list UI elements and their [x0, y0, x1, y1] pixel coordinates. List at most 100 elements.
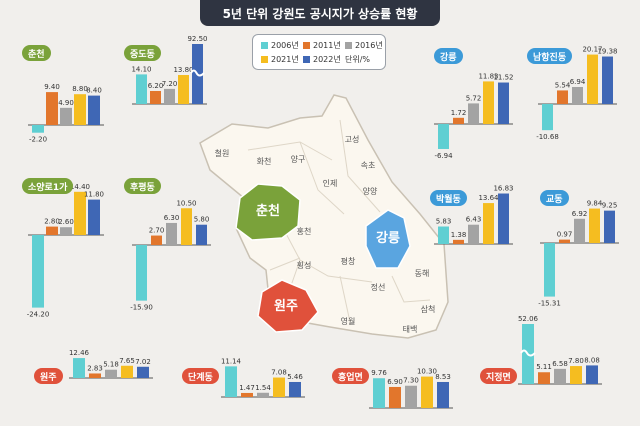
map-label-sokcho: 속초: [361, 161, 376, 170]
data-label-dangye-dong-4: 7.08: [271, 369, 287, 377]
data-label-hupyeong-dong-2: 2.70: [149, 227, 165, 235]
data-label-heungeop-myeon-2: 6.90: [387, 378, 403, 386]
bar-jijeong-myeon-2: [538, 372, 550, 384]
bar-gyo-dong-4: [589, 208, 600, 243]
badge-namhangjin-dong: 남항진동: [527, 48, 573, 64]
bar-hupyeong-dong-5: [196, 224, 207, 245]
data-label-gangneung-4: 11.83: [478, 72, 498, 80]
chart-jungdo-dong: 14.10 6.207.20 13.80 92.50: [131, 35, 208, 105]
bar-wonju-1: [73, 358, 85, 378]
data-label-namhangjin-dong-2: 5.54: [555, 81, 571, 89]
data-label-bakwol-dong-1: 5.83: [436, 218, 452, 226]
data-label-dangye-dong-5: 5.46: [287, 373, 303, 381]
badge-heungeop-myeon: 흥업면: [332, 368, 369, 384]
bar-soyang-ro-1ga-1: [32, 235, 44, 308]
bar-namhangjin-dong-5: [602, 56, 613, 104]
axis-break-mark: [190, 69, 205, 77]
bar-gyo-dong-2: [559, 239, 570, 243]
legend-2022: 2022년: [303, 54, 341, 65]
bar-wonju-5: [137, 366, 149, 378]
badge-gyo-dong: 교동: [540, 190, 569, 206]
map-label-pyeongchang: 평창: [341, 256, 356, 266]
map-region-chuncheon: [235, 183, 301, 241]
data-label-gangneung-3: 5.72: [466, 94, 482, 102]
data-label-wonju-5: 7.02: [135, 358, 151, 366]
data-label-jijeong-myeon-3: 6.58: [552, 360, 568, 368]
legend-2006: 2006년: [261, 40, 299, 51]
data-label-soyang-ro-1ga-4: 14.40: [70, 183, 90, 191]
bar-heungeop-myeon-4: [421, 376, 433, 408]
bar-hupyeong-dong-2: [151, 235, 162, 245]
chart-chuncheon: -2.20 9.40 4.90 8.808.40: [28, 83, 104, 144]
badge-jungdo-dong: 중도동: [124, 45, 161, 61]
bar-jungdo-dong-2: [150, 90, 161, 104]
data-label-dangye-dong-2: 1.47: [239, 384, 255, 392]
bar-dangye-dong-1: [225, 366, 237, 397]
data-label-gyo-dong-1: -15.31: [538, 300, 561, 308]
bar-namhangjin-dong-1: [542, 104, 553, 131]
bar-hupyeong-dong-1: [136, 245, 147, 301]
badge-jijeong-myeon: 지정면: [480, 368, 517, 384]
bar-heungeop-myeon-2: [389, 386, 401, 408]
bar-jungdo-dong-1: [136, 74, 147, 104]
bar-wonju-4: [121, 365, 133, 378]
map-label-yangyang: 양양: [363, 187, 378, 196]
data-label-chuncheon-1: -2.20: [29, 136, 47, 144]
bar-gangneung-5: [498, 82, 509, 124]
map-label-donghae: 동해: [415, 268, 430, 278]
data-label-jungdo-dong-4: 13.80: [173, 66, 193, 74]
data-label-soyang-ro-1ga-1: -24.20: [27, 311, 50, 319]
chart-wonju: 12.46 2.83 5.18 7.65 7.02: [69, 349, 153, 379]
data-label-dangye-dong-1: 11.14: [221, 357, 242, 365]
data-label-wonju-3: 5.18: [103, 361, 119, 369]
chart-dangye-dong: 11.14 1.47 1.547.085.46: [221, 357, 305, 398]
bar-namhangjin-dong-3: [572, 86, 583, 104]
legend-2016: 2016년: [345, 40, 383, 51]
bar-soyang-ro-1ga-3: [60, 227, 72, 235]
data-label-heungeop-myeon-5: 8.53: [435, 373, 451, 381]
legend-2011: 2011년: [303, 40, 341, 51]
bar-jungdo-dong-3: [164, 88, 175, 104]
map-region-gangneung: [365, 209, 411, 269]
data-label-gangneung-5: 11.52: [493, 74, 513, 82]
bar-gyo-dong-5: [604, 210, 615, 243]
bar-gangneung-1: [438, 124, 449, 149]
legend-unit: 단위/%: [345, 55, 371, 64]
data-label-bakwol-dong-2: 1.38: [451, 231, 467, 239]
data-label-namhangjin-dong-3: 6.94: [570, 78, 586, 86]
data-label-jijeong-myeon-5: 8.08: [584, 356, 600, 364]
data-label-jijeong-myeon-1: 52.06: [518, 315, 539, 323]
data-label-gyo-dong-2: 0.97: [557, 231, 573, 239]
badge-dangye-dong: 단계동: [182, 368, 219, 384]
bar-jijeong-myeon-5: [586, 365, 598, 384]
map-label-taebaek: 태백: [403, 324, 418, 334]
bar-dangye-dong-4: [273, 377, 285, 397]
badge-soyang-ro-1ga: 소양로1가: [22, 178, 74, 194]
bar-chuncheon-4: [74, 94, 86, 125]
data-label-gyo-dong-4: 9.84: [587, 200, 603, 208]
bar-soyang-ro-1ga-2: [46, 226, 58, 235]
data-label-soyang-ro-1ga-3: 2.60: [58, 218, 74, 226]
data-label-gyo-dong-3: 6.92: [572, 210, 588, 218]
bar-bakwol-dong-1: [438, 226, 449, 244]
chart-hupyeong-dong: -15.90 2.70 6.30 10.50 5.80: [130, 199, 211, 312]
data-label-hupyeong-dong-4: 10.50: [176, 199, 196, 207]
bar-hupyeong-dong-4: [181, 208, 192, 245]
bar-dangye-dong-2: [241, 392, 253, 397]
bar-dangye-dong-5: [289, 381, 301, 397]
bar-chuncheon-5: [88, 95, 100, 125]
badge-hupyeong-dong: 후평동: [124, 178, 161, 194]
data-label-gangneung-1: -6.94: [434, 152, 453, 160]
bar-bakwol-dong-2: [453, 239, 464, 244]
bar-gyo-dong-1: [544, 243, 555, 297]
bar-heungeop-myeon-1: [373, 378, 385, 408]
map-label-yanggu: 양구: [291, 155, 306, 164]
bar-bakwol-dong-5: [498, 193, 509, 244]
badge-chuncheon: 춘천: [22, 45, 51, 61]
